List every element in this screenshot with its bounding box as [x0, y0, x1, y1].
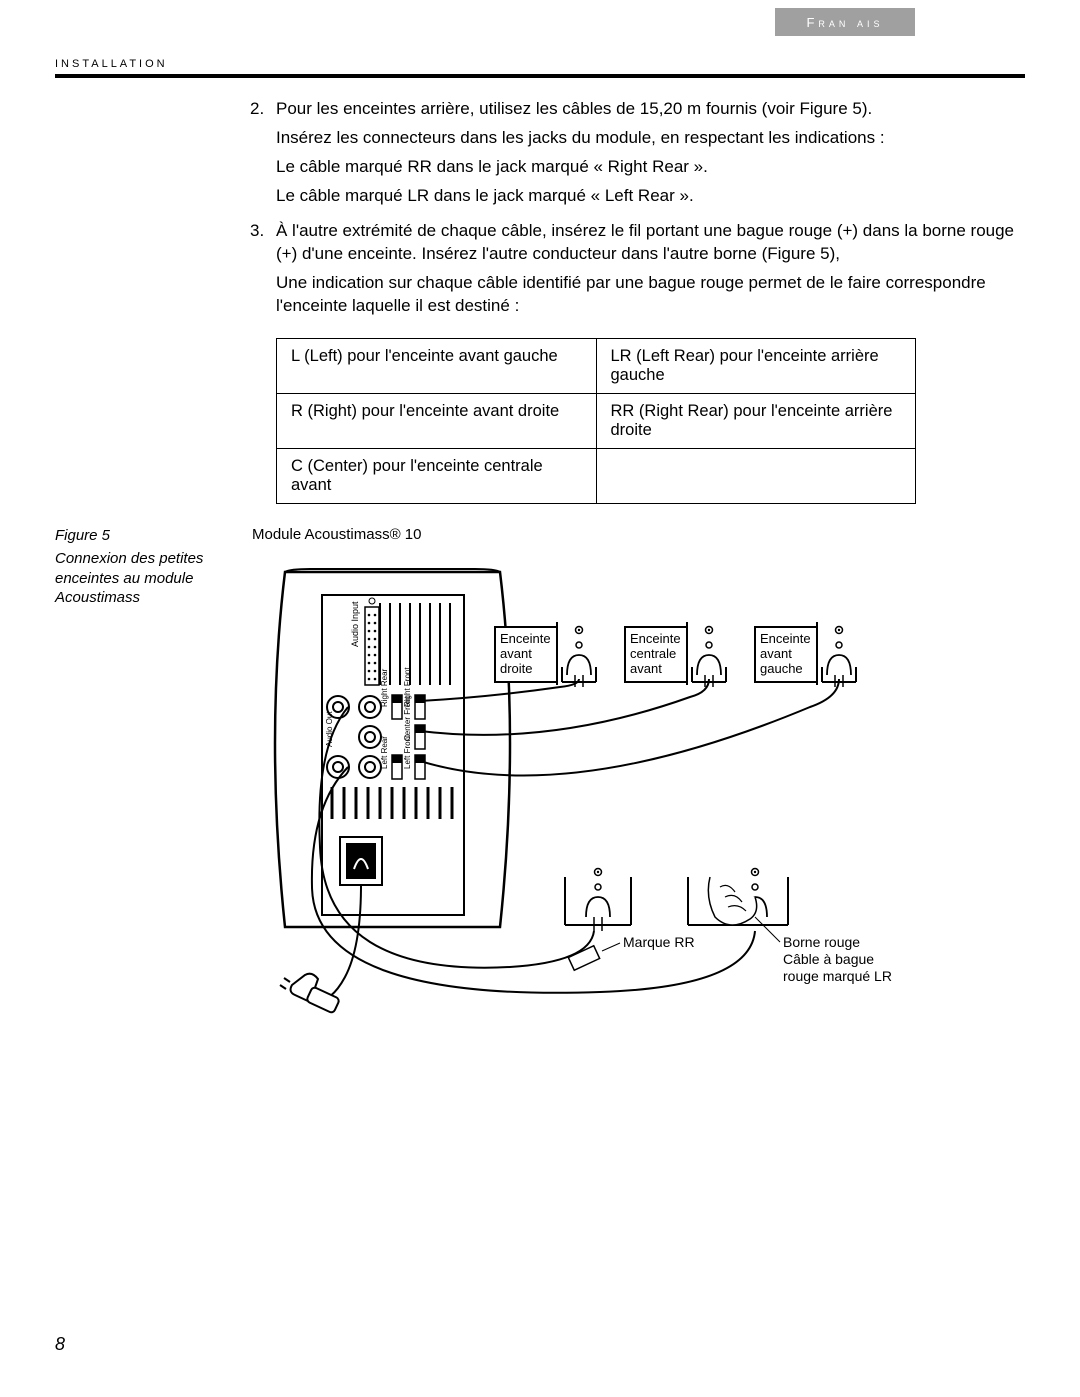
marque-rr-label: Marque RR [623, 934, 695, 950]
audio-input-label: Audio Input [350, 600, 360, 646]
figure-row: Figure 5 Connexion des petites enceintes… [55, 526, 1025, 1052]
step-text: À l'autre extrémité de chaque câble, ins… [276, 220, 1025, 324]
body: 2. Pour les enceintes arrière, utilisez … [55, 98, 1025, 504]
speaker-table: L (Left) pour l'enceinte avant gauche LR… [276, 338, 916, 504]
svg-text:Enceinte: Enceinte [500, 631, 551, 646]
svg-text:Left Rear: Left Rear [380, 735, 389, 768]
step-para: Pour les enceintes arrière, utilisez les… [276, 98, 885, 121]
step-num: 2. [250, 98, 276, 214]
table-row: L (Left) pour l'enceinte avant gauche LR… [277, 338, 916, 393]
svg-text:avant: avant [760, 646, 792, 661]
svg-text:droite: droite [500, 661, 533, 676]
svg-text:gauche: gauche [760, 661, 803, 676]
page: Fran ais Installation 2. Pour les encein… [0, 0, 1080, 1397]
step-text: Pour les enceintes arrière, utilisez les… [276, 98, 885, 214]
step-3: 3. À l'autre extrémité de chaque câble, … [250, 220, 1025, 324]
page-number: 8 [55, 1334, 65, 1355]
step-para: Le câble marqué RR dans le jack marqué «… [276, 156, 885, 179]
connection-diagram-icon: Audio Input Right Rear Right Front [250, 547, 930, 1047]
header-rule [55, 74, 1025, 78]
rear-right-speaker-icon [565, 868, 631, 931]
svg-text:Left Front: Left Front [403, 733, 412, 768]
borne-rouge-label: Borne rouge [783, 934, 860, 950]
language-tab: Fran ais [775, 8, 915, 36]
front-right-speaker-icon: Enceinte avant droite [495, 622, 596, 687]
svg-text:centrale: centrale [630, 646, 676, 661]
svg-text:Center Front: Center Front [403, 695, 412, 741]
svg-text:avant: avant [500, 646, 532, 661]
figure-caption: Figure 5 Connexion des petites enceintes… [55, 526, 250, 1052]
left-gutter [55, 98, 250, 504]
svg-text:Right Rear: Right Rear [380, 668, 389, 707]
table-cell: LR (Left Rear) pour l'enceinte arrière g… [596, 338, 916, 393]
step-para: Une indication sur chaque câble identifi… [276, 272, 1025, 318]
table-cell [596, 448, 916, 503]
table-cell: C (Center) pour l'enceinte centrale avan… [277, 448, 597, 503]
section-title: Installation [55, 58, 1025, 70]
table-row: R (Right) pour l'enceinte avant droite R… [277, 393, 916, 448]
table-cell: L (Left) pour l'enceinte avant gauche [277, 338, 597, 393]
module-label: Module Acoustimass® 10 [252, 526, 1025, 543]
figure-desc: Connexion des petites enceintes au modul… [55, 549, 250, 608]
svg-text:avant: avant [630, 661, 662, 676]
content-col: 2. Pour les enceintes arrière, utilisez … [250, 98, 1025, 504]
step-para: À l'autre extrémité de chaque câble, ins… [276, 220, 1025, 266]
front-left-speaker-icon: Enceinte avant gauche [755, 622, 856, 687]
table-row: C (Center) pour l'enceinte centrale avan… [277, 448, 916, 503]
svg-text:Câble à bague: Câble à bague [783, 951, 874, 967]
step-2: 2. Pour les enceintes arrière, utilisez … [250, 98, 1025, 214]
figure-graphic: Module Acoustimass® 10 [250, 526, 1025, 1052]
acoustimass-module-icon: Audio Input Right Rear Right Front [275, 569, 510, 927]
svg-text:Enceinte: Enceinte [760, 631, 811, 646]
step-num: 3. [250, 220, 276, 324]
table-cell: R (Right) pour l'enceinte avant droite [277, 393, 597, 448]
step-para: Insérez les connecteurs dans les jacks d… [276, 127, 885, 150]
svg-text:Enceinte: Enceinte [630, 631, 681, 646]
center-speaker-icon: Enceinte centrale avant [625, 622, 726, 687]
svg-text:rouge marqué LR: rouge marqué LR [783, 968, 892, 984]
figure-title: Figure 5 [55, 526, 250, 546]
rear-left-speaker-icon [688, 868, 788, 925]
table-cell: RR (Right Rear) pour l'enceinte arrière … [596, 393, 916, 448]
step-para: Le câble marqué LR dans le jack marqué «… [276, 185, 885, 208]
